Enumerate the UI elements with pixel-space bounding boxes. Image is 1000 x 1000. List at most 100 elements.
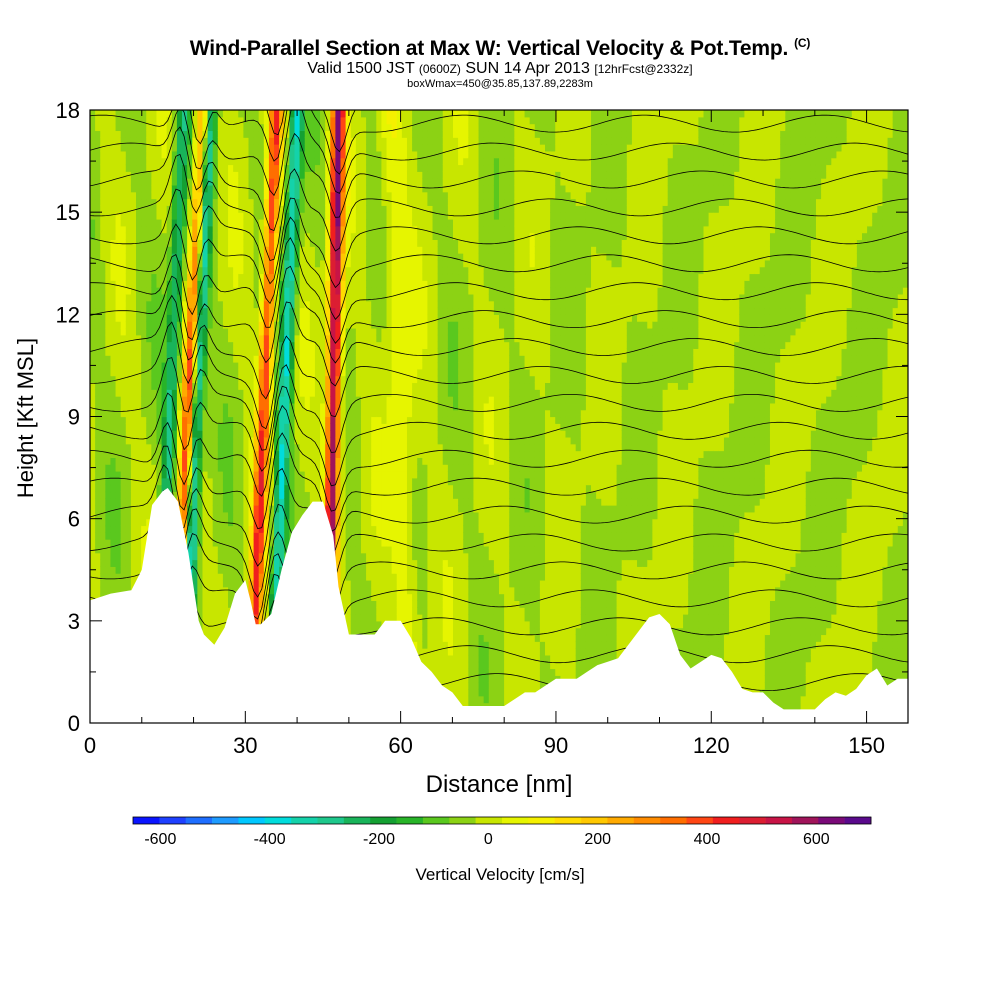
velocity-cell xyxy=(350,348,357,356)
velocity-cell xyxy=(136,218,142,227)
velocity-cell xyxy=(125,341,132,349)
velocity-cell xyxy=(330,164,336,172)
velocity-cell xyxy=(130,416,137,424)
velocity-cell xyxy=(304,259,311,268)
velocity-cell xyxy=(350,171,357,179)
velocity-cell xyxy=(284,280,290,288)
velocity-cell xyxy=(238,545,244,554)
velocity-cell xyxy=(253,532,260,540)
velocity-cell xyxy=(366,300,372,309)
velocity-cell xyxy=(125,334,132,343)
velocity-cell xyxy=(90,150,96,159)
velocity-cell xyxy=(115,225,122,234)
velocity-cell xyxy=(207,457,214,465)
velocity-cell xyxy=(125,191,132,200)
velocity-cell xyxy=(253,396,260,404)
velocity-cell xyxy=(136,246,142,254)
velocity-cell xyxy=(105,307,112,315)
velocity-cell xyxy=(187,246,193,254)
velocity-cell xyxy=(279,178,285,186)
velocity-cell xyxy=(345,287,352,295)
velocity-cell xyxy=(166,477,173,486)
velocity-cell xyxy=(335,484,342,493)
velocity-cell xyxy=(161,150,168,159)
velocity-cell xyxy=(360,116,367,125)
velocity-cell xyxy=(130,225,137,234)
velocity-cell xyxy=(110,171,117,179)
velocity-cell xyxy=(360,532,367,540)
velocity-cell xyxy=(130,477,137,486)
velocity-cell xyxy=(263,593,270,601)
velocity-cell xyxy=(125,368,132,377)
velocity-cell xyxy=(366,314,372,322)
velocity-cell xyxy=(146,164,152,172)
velocity-cell xyxy=(146,253,152,261)
velocity-cell xyxy=(284,505,290,513)
velocity-cell xyxy=(314,348,321,356)
velocity-cell xyxy=(212,341,219,349)
velocity-cell xyxy=(110,375,117,384)
velocity-cell xyxy=(253,232,260,241)
velocity-cell xyxy=(192,579,198,588)
velocity-cell xyxy=(120,450,127,458)
velocity-cell xyxy=(366,505,372,513)
velocity-cell xyxy=(325,116,331,125)
velocity-cell xyxy=(335,375,342,384)
velocity-cell xyxy=(335,300,342,309)
velocity-cell xyxy=(90,171,96,179)
velocity-cell xyxy=(151,430,158,438)
velocity-cell xyxy=(95,110,101,118)
velocity-cell xyxy=(350,327,357,336)
velocity-cell xyxy=(253,178,260,186)
velocity-cell xyxy=(222,505,229,513)
velocity-cell xyxy=(95,586,101,595)
velocity-cell xyxy=(263,300,270,309)
velocity-cell xyxy=(105,137,112,145)
velocity-cell xyxy=(238,552,244,561)
velocity-cell xyxy=(325,382,331,390)
velocity-cell xyxy=(136,545,142,554)
velocity-cell xyxy=(248,178,255,186)
velocity-cell xyxy=(366,396,372,404)
velocity-cell xyxy=(151,218,158,227)
velocity-cell xyxy=(228,123,234,132)
velocity-cell xyxy=(202,389,209,397)
velocity-cell xyxy=(360,450,367,458)
velocity-cell xyxy=(340,184,347,193)
velocity-cell xyxy=(268,157,275,166)
velocity-cell xyxy=(228,205,234,213)
velocity-cell xyxy=(192,559,198,567)
velocity-cell xyxy=(146,430,152,438)
velocity-cell xyxy=(115,368,122,377)
velocity-cell xyxy=(130,116,137,125)
velocity-cell xyxy=(243,423,250,431)
velocity-cell xyxy=(345,382,352,390)
velocity-cell xyxy=(274,327,280,336)
velocity-cell xyxy=(340,191,347,200)
velocity-cell xyxy=(120,157,127,166)
velocity-cell xyxy=(197,607,204,615)
velocity-cell xyxy=(156,443,163,452)
velocity-cell xyxy=(105,171,112,179)
velocity-cell xyxy=(263,436,270,445)
velocity-cell xyxy=(192,491,198,499)
velocity-cell xyxy=(335,314,342,322)
velocity-cell xyxy=(228,498,234,506)
velocity-cell xyxy=(136,443,142,452)
velocity-cell xyxy=(176,246,183,254)
velocity-cell xyxy=(182,293,188,302)
velocity-cell xyxy=(156,150,163,159)
velocity-cell xyxy=(366,239,372,247)
velocity-cell xyxy=(258,334,265,343)
velocity-cell xyxy=(274,511,280,520)
velocity-cell xyxy=(125,552,132,561)
velocity-cell xyxy=(243,205,250,213)
velocity-cell xyxy=(345,150,352,159)
velocity-cell xyxy=(309,409,316,418)
velocity-cell xyxy=(335,525,342,533)
velocity-cell xyxy=(355,225,362,234)
velocity-cell xyxy=(197,484,204,493)
velocity-cell xyxy=(284,171,290,179)
velocity-cell xyxy=(350,212,357,220)
